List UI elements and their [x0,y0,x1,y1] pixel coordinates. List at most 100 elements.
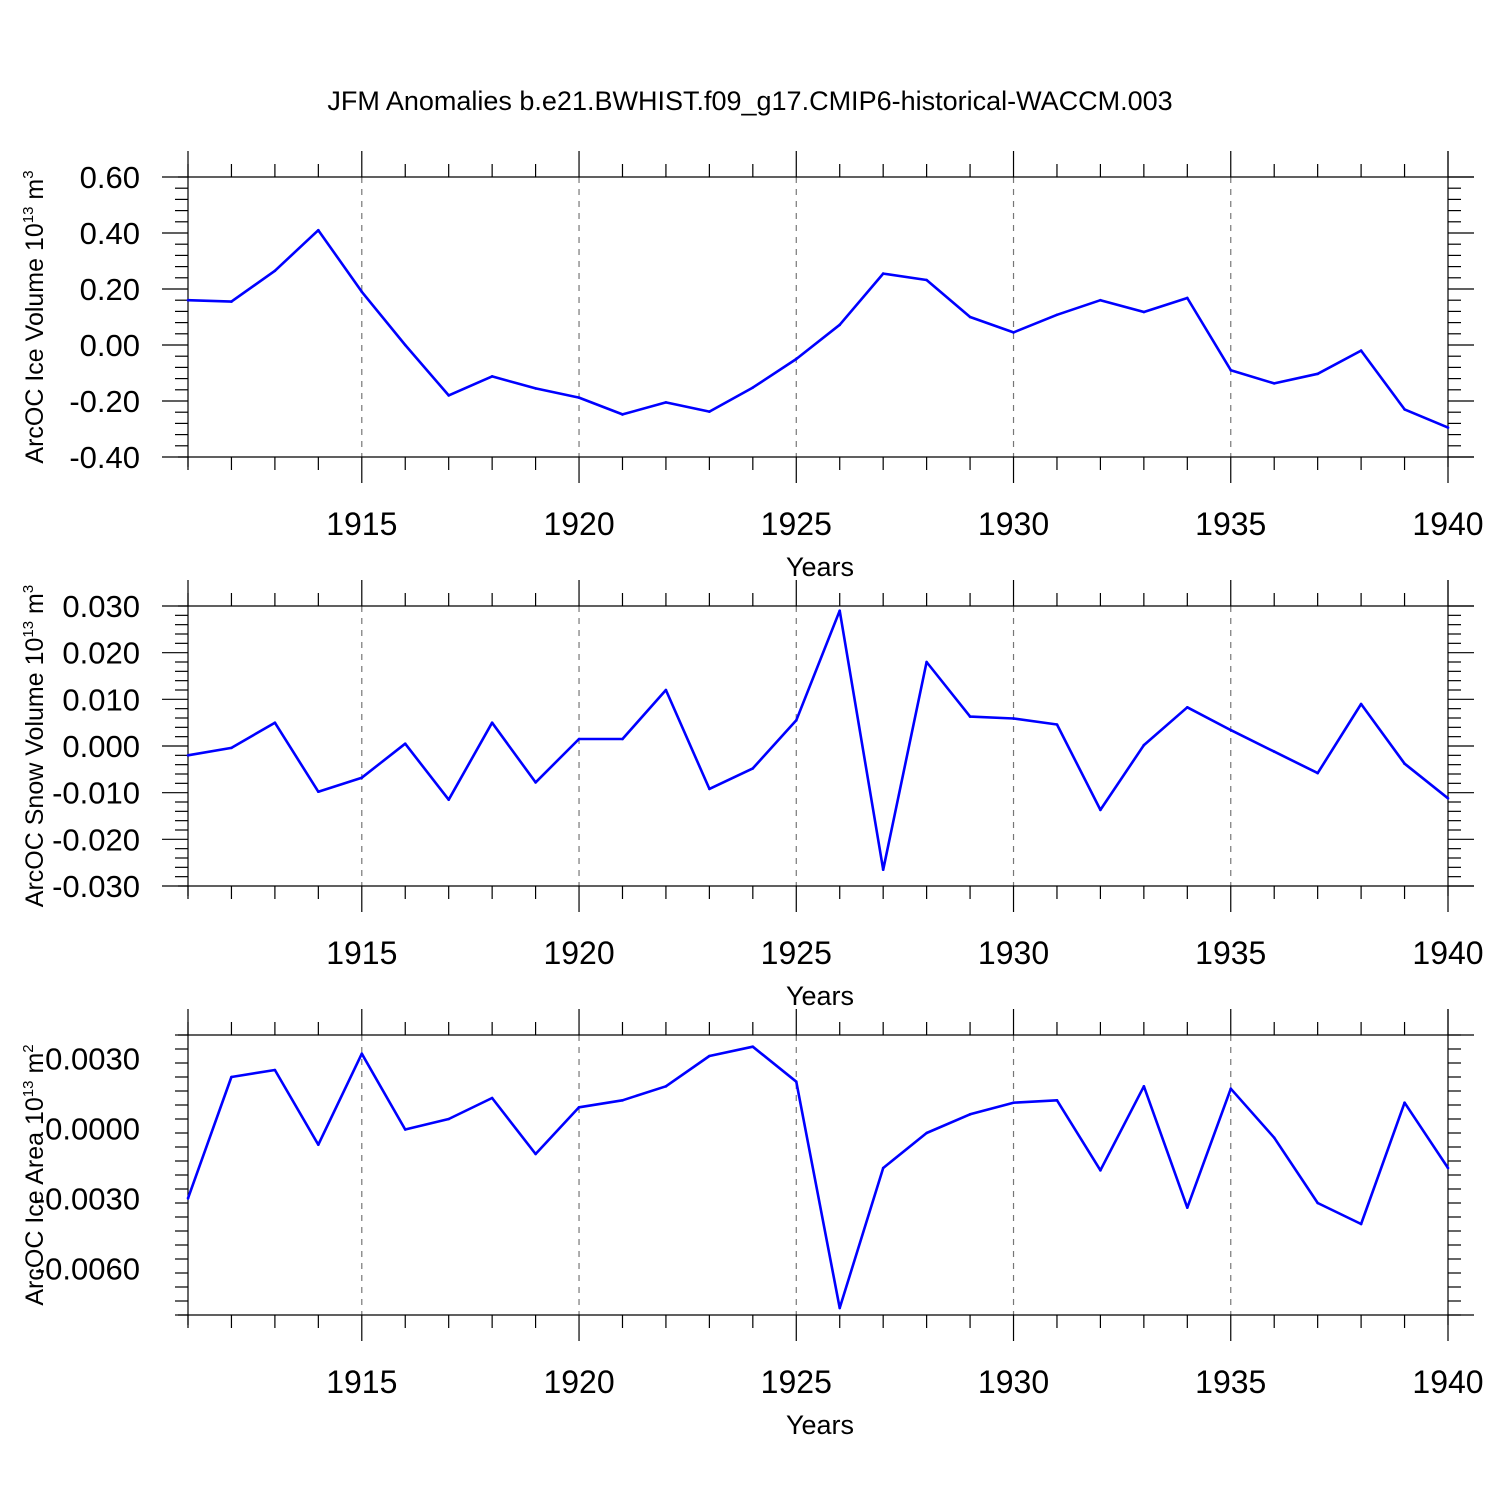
data-point [881,1166,885,1170]
y-axis-label-text: ArcOC Ice Volume 10 [21,223,49,463]
x-tick-label: 1920 [543,1364,614,1400]
data-point [1316,372,1319,376]
data-point [1359,702,1363,706]
ice-volume-panel: -0.40 -0.20 0.00 0.20 0.40 0.60 1915 1920 1925 19… [20,151,1484,582]
y-tick-label: -0.030 [52,869,140,904]
y-axis-label: ArcOC Ice Area 1013 m2 [20,1044,49,1305]
data-point [577,1106,581,1109]
data-point [490,1096,494,1100]
data-point [664,688,668,692]
data-point [1099,298,1102,302]
data-point [1316,1201,1319,1205]
series-line [186,1045,1450,1310]
data-point [1055,723,1059,726]
data-point [881,868,885,871]
data-point [403,742,407,745]
data-point [230,1075,233,1079]
data-point [447,394,450,397]
data-point [1316,771,1319,775]
y-tick-label: 0.0030 [45,1041,140,1076]
data-point [490,375,494,378]
data-point [708,410,711,413]
data-point [1359,349,1363,352]
y-axis-label-unit-exponent: 3 [20,585,37,593]
data-point [1272,750,1276,753]
x-tick-label: 1935 [1195,506,1266,542]
data-point [1012,331,1015,334]
series-line [187,609,1449,872]
data-point [186,1197,190,1200]
data-point [273,721,277,724]
x-axis-label: Years [786,1410,854,1440]
data-point [534,781,537,784]
data-point [577,737,581,741]
data-point [317,228,320,232]
data-point [1142,743,1146,747]
x-tick-label: 1915 [326,935,397,971]
data-point [360,776,364,780]
x-tick-label: 1915 [326,506,397,542]
data-point [1142,310,1146,314]
data-point [1229,728,1233,732]
data-point [794,1080,798,1083]
data-point [1186,296,1189,300]
data-point [1272,382,1276,385]
y-axis-label-text: ArcOC Ice Area 10 [21,1097,49,1305]
data-point [186,298,190,302]
x-tick-label: 1925 [761,506,832,542]
x-axis-label: Years [786,552,854,582]
data-point [403,1128,407,1131]
x-tick-label: 1925 [761,935,832,971]
y-tick-label: -0.40 [69,440,140,475]
x-tick-label: 1940 [1412,935,1483,971]
data-point [1403,1101,1406,1104]
data-point [447,798,450,801]
x-tick-label: 1925 [761,1364,832,1400]
y-axis-label-unit: m [21,593,49,621]
data-point [1403,408,1406,411]
data-point [794,357,798,361]
data-point [1359,1222,1363,1226]
data-point [751,1045,755,1048]
data-point [621,413,624,416]
data-point [1229,368,1233,372]
data-point [230,300,233,303]
x-tick-label: 1930 [978,506,1049,542]
data-point [447,1117,450,1121]
data-point [1099,808,1102,812]
y-tick-label: -0.0030 [35,1181,140,1216]
x-axis-label: Years [786,981,854,1011]
data-point [273,1068,277,1072]
data-point [1142,1085,1146,1088]
y-tick-label: -0.020 [52,822,140,857]
data-point [664,401,668,404]
y-axis-label-unit: m [21,179,49,207]
data-point [708,1054,711,1058]
data-point [1446,426,1450,429]
data-point [925,278,928,282]
x-tick-label: 1940 [1412,506,1483,542]
y-tick-label: 0.60 [80,160,140,195]
data-point [273,269,277,273]
x-tick-label: 1930 [978,935,1049,971]
y-axis-label-unit-exponent: 2 [20,1044,37,1052]
x-tick-label: 1935 [1195,935,1266,971]
data-point [230,746,233,750]
y-tick-label: 0.40 [80,216,140,251]
data-point [1229,1087,1233,1090]
data-point [1446,1166,1450,1170]
data-point [838,323,842,327]
snow-volume-panel: -0.030 -0.020 -0.010 0.000 0.010 0.020 0.030 19… [20,580,1484,1011]
y-tick-label: 0.0000 [45,1111,140,1146]
data-point [1055,1099,1059,1102]
data-point [621,1099,624,1102]
data-point [186,754,190,757]
y-axis-label: ArcOC Snow Volume 1013 m3 [20,585,49,907]
data-point [1099,1169,1102,1172]
x-tick-label: 1915 [326,1364,397,1400]
data-point [1403,762,1406,766]
y-tick-label: -0.0060 [35,1251,140,1286]
data-point [317,790,320,794]
y-tick-label: 0.010 [62,682,140,717]
